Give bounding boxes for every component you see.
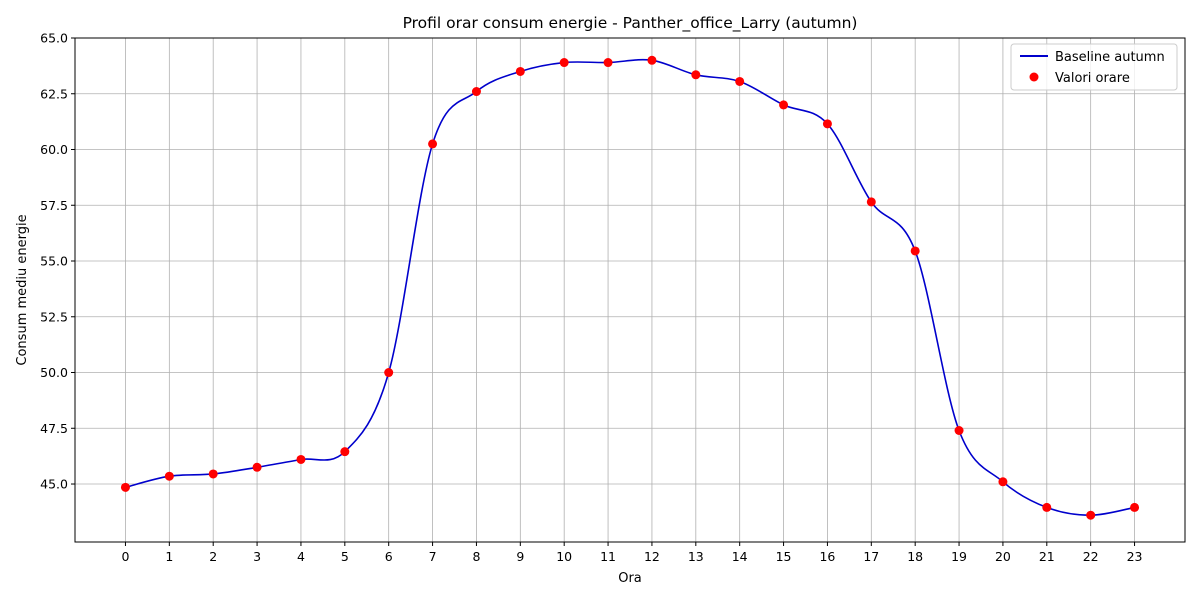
hourly-points bbox=[120, 55, 1140, 520]
hourly-value-point bbox=[647, 55, 657, 65]
y-tick-label: 62.5 bbox=[40, 86, 68, 101]
hourly-value-point bbox=[296, 454, 306, 464]
x-tick-label: 21 bbox=[1039, 549, 1055, 564]
legend-label-values: Valori orare bbox=[1055, 71, 1130, 86]
x-tick-label: 10 bbox=[556, 549, 572, 564]
x-tick-label: 6 bbox=[385, 549, 393, 564]
grid-lines bbox=[75, 37, 1185, 542]
hourly-value-point bbox=[1130, 502, 1140, 512]
x-tick-label: 3 bbox=[253, 549, 261, 564]
x-tick-label: 22 bbox=[1083, 549, 1099, 564]
x-tick-label: 15 bbox=[776, 549, 792, 564]
hourly-value-point bbox=[471, 87, 481, 97]
plot-frame bbox=[74, 37, 1186, 543]
x-axis-ticks: 0 1 2 3 4 5 6 7 8 9 10 11 12 13 14 15 16 17 18 19 20 21 22 23 bbox=[121, 542, 1142, 564]
x-tick-label: 12 bbox=[644, 549, 660, 564]
y-tick-label: 60.0 bbox=[40, 142, 68, 157]
y-tick-label: 45.0 bbox=[40, 477, 68, 492]
legend-box bbox=[1010, 43, 1178, 91]
x-tick-label: 7 bbox=[429, 549, 437, 564]
x-tick-label: 4 bbox=[297, 549, 305, 564]
hourly-value-point bbox=[384, 368, 394, 378]
y-tick-label: 47.5 bbox=[40, 421, 68, 436]
x-axis-label: Ora bbox=[618, 571, 642, 586]
y-tick-label: 52.5 bbox=[40, 309, 68, 324]
x-tick-label: 14 bbox=[732, 549, 748, 564]
hourly-value-point bbox=[998, 477, 1008, 487]
hourly-value-point bbox=[603, 58, 613, 68]
hourly-value-point bbox=[515, 66, 525, 76]
x-tick-label: 8 bbox=[472, 549, 480, 564]
x-tick-label: 1 bbox=[165, 549, 173, 564]
y-tick-label: 65.0 bbox=[40, 31, 68, 46]
y-tick-label: 55.0 bbox=[40, 254, 68, 269]
x-tick-label: 16 bbox=[819, 549, 835, 564]
hourly-value-point bbox=[208, 469, 218, 479]
x-tick-label: 11 bbox=[600, 549, 616, 564]
hourly-value-point bbox=[910, 246, 920, 256]
x-tick-label: 19 bbox=[951, 549, 967, 564]
x-tick-label: 20 bbox=[995, 549, 1011, 564]
hourly-value-point bbox=[252, 462, 262, 472]
hourly-value-point bbox=[120, 482, 130, 492]
hourly-value-point bbox=[428, 139, 438, 149]
hourly-value-point bbox=[340, 447, 350, 457]
y-axis-label: Consum mediu energie bbox=[15, 214, 30, 365]
x-tick-label: 17 bbox=[863, 549, 879, 564]
hourly-value-point bbox=[1042, 502, 1052, 512]
x-tick-label: 9 bbox=[516, 549, 524, 564]
y-axis-ticks: 45.0 47.5 50.0 52.5 55.0 57.5 60.0 62.5 65.0 bbox=[40, 31, 75, 492]
x-tick-label: 0 bbox=[121, 549, 129, 564]
hourly-value-point bbox=[866, 197, 876, 207]
hourly-value-point bbox=[779, 100, 789, 110]
x-tick-label: 2 bbox=[209, 549, 217, 564]
hourly-value-point bbox=[691, 70, 701, 80]
x-tick-label: 5 bbox=[341, 549, 349, 564]
legend-dot-swatch bbox=[1029, 72, 1039, 82]
legend-label-baseline: Baseline autumn bbox=[1055, 50, 1165, 65]
baseline-series-line bbox=[125, 58, 1135, 517]
hourly-value-point bbox=[559, 58, 569, 68]
legend: Baseline autumn Valori orare bbox=[1010, 43, 1178, 91]
y-tick-label: 50.0 bbox=[40, 365, 68, 380]
hourly-value-point bbox=[954, 425, 964, 435]
y-tick-label: 57.5 bbox=[40, 198, 68, 213]
baseline-line bbox=[125, 58, 1135, 517]
hourly-value-point bbox=[1086, 510, 1096, 520]
hourly-value-point bbox=[735, 76, 745, 86]
x-tick-label: 18 bbox=[907, 549, 923, 564]
x-tick-label: 23 bbox=[1127, 549, 1143, 564]
hourly-value-point bbox=[164, 471, 174, 481]
chart-title: Profil orar consum energie - Panther_off… bbox=[403, 14, 858, 33]
hourly-value-point bbox=[822, 119, 832, 129]
x-tick-label: 13 bbox=[688, 549, 704, 564]
